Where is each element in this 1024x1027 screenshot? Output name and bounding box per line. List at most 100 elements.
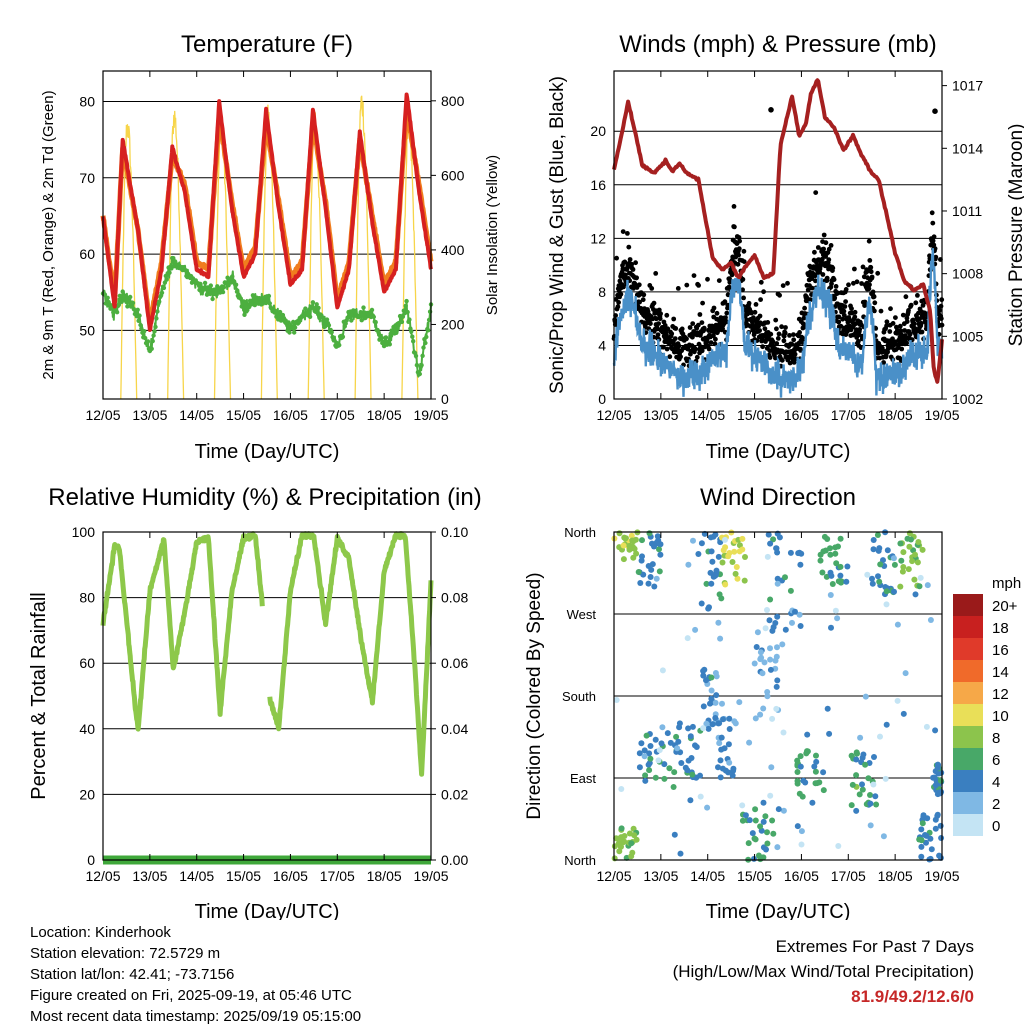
direction-point xyxy=(897,583,904,590)
direction-point xyxy=(813,758,820,765)
gust-point xyxy=(653,271,659,276)
gust-point xyxy=(813,190,819,196)
gust-point xyxy=(938,303,944,309)
dewpoint-point xyxy=(326,323,332,328)
gust-point xyxy=(785,280,790,286)
x-tick-label: 12/05 xyxy=(596,407,631,423)
direction-point xyxy=(760,705,767,712)
dewpoint-point xyxy=(226,283,231,288)
direction-point xyxy=(782,574,788,581)
gust-point xyxy=(617,278,623,284)
direction-point xyxy=(671,769,678,776)
direction-point xyxy=(835,843,842,849)
gust-point xyxy=(867,258,873,263)
direction-point xyxy=(730,767,737,774)
gust-point xyxy=(651,300,657,306)
dewpoint-point xyxy=(242,312,247,317)
direction-point xyxy=(698,540,705,547)
x-tick-label: 16/05 xyxy=(273,868,308,884)
gust-point xyxy=(621,284,626,290)
direction-point xyxy=(823,573,830,580)
direction-point xyxy=(695,551,702,557)
direction-point xyxy=(684,767,691,774)
gust-point xyxy=(700,300,705,306)
gust-point xyxy=(640,297,646,303)
direction-point xyxy=(760,818,767,825)
insolation-line xyxy=(354,95,372,400)
dewpoint-point xyxy=(321,318,326,323)
gust-point xyxy=(752,309,758,315)
direction-point xyxy=(720,716,726,723)
gust-point xyxy=(779,357,785,363)
gust-point xyxy=(691,273,697,278)
direction-point xyxy=(703,720,710,727)
direction-point xyxy=(804,748,810,755)
direction-point xyxy=(837,572,844,579)
direction-point xyxy=(715,553,722,560)
direction-point xyxy=(709,721,716,728)
dewpoint-point xyxy=(407,317,412,322)
y-tick-label: North xyxy=(564,525,596,540)
direction-point xyxy=(764,607,770,613)
gust-point xyxy=(900,312,906,318)
direction-point xyxy=(656,747,663,754)
gust-point xyxy=(929,210,935,216)
gust-point xyxy=(767,355,773,360)
dewpoint-point xyxy=(314,302,319,307)
wind-gust-points xyxy=(611,107,945,369)
direction-point xyxy=(819,569,826,576)
direction-point xyxy=(923,839,929,846)
direction-point xyxy=(857,734,864,741)
gust-point xyxy=(866,238,872,244)
direction-point xyxy=(767,792,774,799)
direction-point xyxy=(794,769,801,775)
direction-point xyxy=(677,850,684,857)
gust-point xyxy=(843,299,848,304)
x-tick-label: 12/05 xyxy=(596,868,631,884)
direction-point xyxy=(620,542,627,549)
dewpoint-point xyxy=(130,300,136,306)
dewpoint-point xyxy=(157,299,162,304)
direction-point xyxy=(762,813,769,820)
y-tick-label: 50 xyxy=(79,322,95,338)
dewpoint-point xyxy=(369,307,375,313)
x-tick-label: 17/05 xyxy=(320,407,355,423)
gust-point xyxy=(653,316,659,322)
x-tick-label: 13/05 xyxy=(643,868,678,884)
direction-point xyxy=(774,580,781,587)
dewpoint-point xyxy=(414,362,420,368)
direction-point xyxy=(867,792,873,798)
dewpoint-point xyxy=(413,353,419,359)
humidity-panel: Relative Humidity (%) & Precipitation (i… xyxy=(28,484,482,920)
x-tick-label: 13/05 xyxy=(643,407,678,423)
chart-canvas: Temperature (F) 50607080020040060080012/… xyxy=(28,31,1024,920)
gust-point xyxy=(727,276,732,282)
direction-point xyxy=(797,763,804,770)
direction-point xyxy=(657,551,664,558)
dewpoint-point xyxy=(241,299,246,304)
dewpoint-point xyxy=(373,320,378,325)
gust-point xyxy=(673,326,679,331)
y2-tick-label: 800 xyxy=(441,93,465,109)
gust-point xyxy=(852,314,858,320)
direction-point xyxy=(746,817,753,824)
gust-point xyxy=(824,275,830,281)
direction-point xyxy=(867,822,874,829)
x-tick-label: 15/05 xyxy=(737,868,772,884)
x-tick-label: 19/05 xyxy=(924,407,959,423)
pressure-ylabel: Station Pressure (Maroon) xyxy=(1006,124,1024,347)
x-tick-label: 17/05 xyxy=(320,868,355,884)
y2-tick-label: 1017 xyxy=(952,78,983,94)
x-tick-label: 18/05 xyxy=(367,868,402,884)
direction-point xyxy=(880,833,887,840)
direction-point xyxy=(697,793,704,800)
gust-point xyxy=(629,261,635,267)
gust-point xyxy=(712,341,718,347)
gust-point xyxy=(938,316,944,321)
direction-point xyxy=(687,797,694,804)
direction-point xyxy=(722,581,729,588)
dewpoint-point xyxy=(287,330,292,335)
direction-point xyxy=(639,537,645,544)
direction-point xyxy=(767,596,774,603)
direction-point xyxy=(712,715,719,721)
